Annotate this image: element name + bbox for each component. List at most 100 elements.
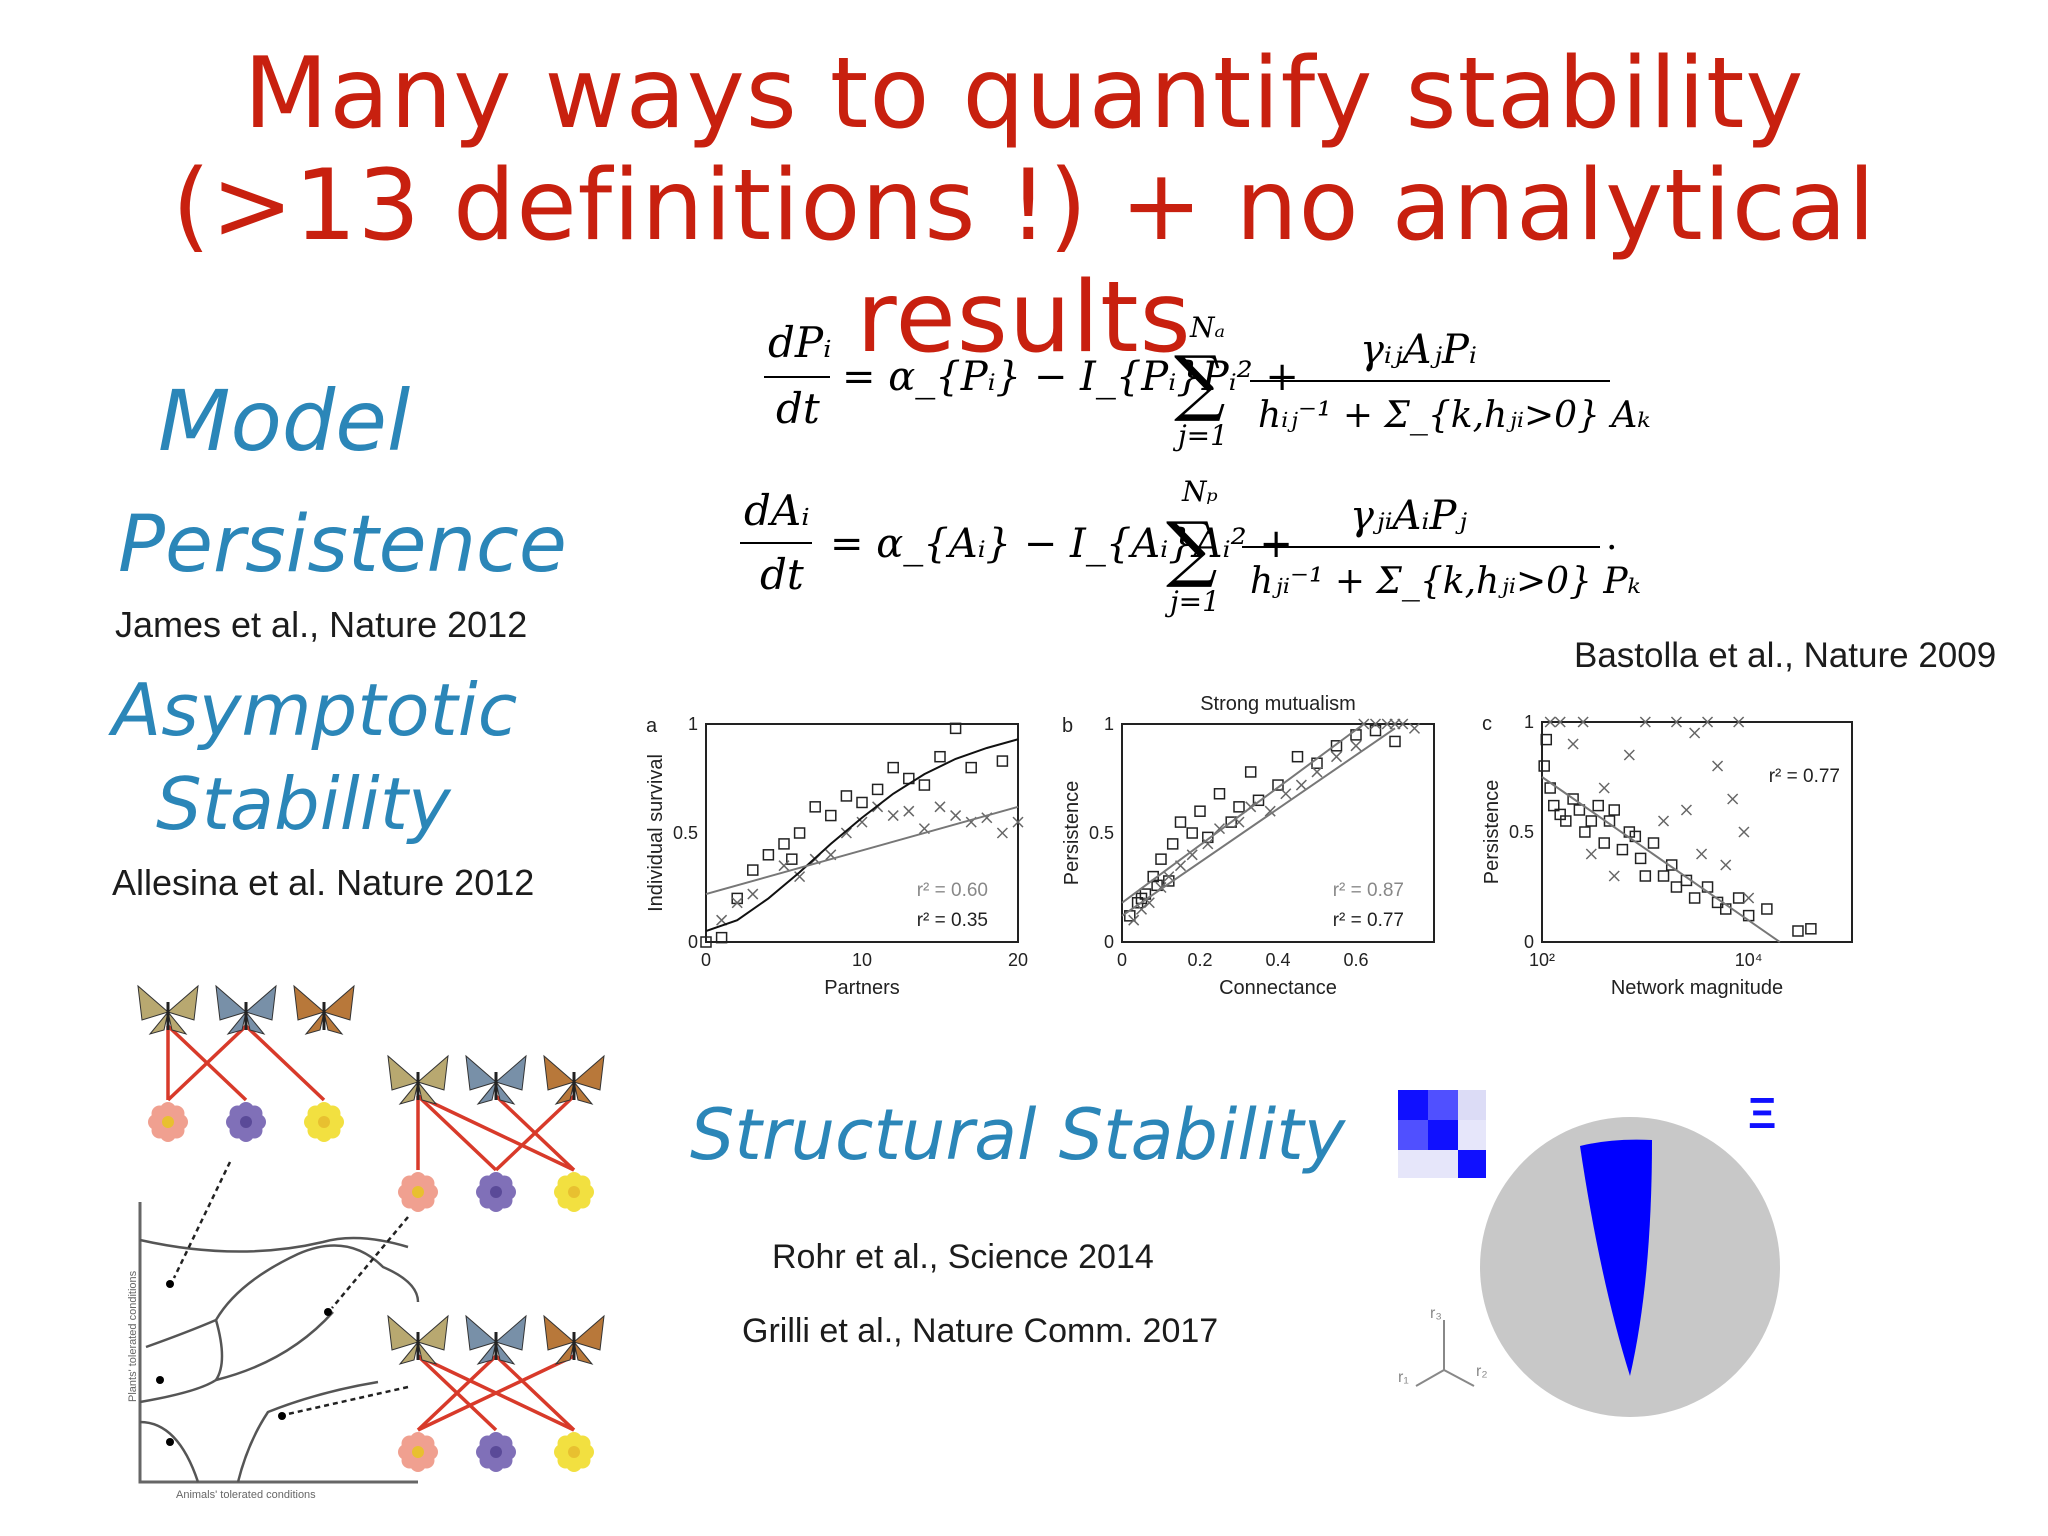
cross-point [1670,716,1682,728]
wing [166,984,199,1021]
cross-point [1135,903,1148,915]
square-point [1792,925,1804,937]
cross-point [1544,716,1556,728]
cross-point [1397,718,1409,730]
chart-title: Strong mutualism [1200,693,1356,715]
wing [543,1054,576,1091]
equation-2: dAᵢ dt = α_{Aᵢ} − I_{Aᵢ}Aᵢ² + Nₚ ∑ j=1 γ… [740,475,1641,618]
petal [168,1105,185,1122]
wing [573,1081,594,1105]
square-point [793,827,806,839]
petal [418,1435,435,1452]
x-tick-label: 0.6 [1343,950,1368,970]
square-point [1540,733,1553,746]
eq1-frac-denominator: hᵢⱼ⁻¹ + Σ_{k,hⱼᵢ>0} Aₖ [1258,395,1650,436]
y-tick-label: 0 [1104,932,1114,952]
wing [465,1314,498,1351]
petal [246,1105,263,1122]
square-point [1573,804,1586,816]
flower-center [412,1186,424,1198]
wing [322,984,355,1021]
cross-point [1727,793,1739,805]
plot-frame [1121,723,1435,943]
cross-point [1598,782,1610,794]
square-point [1639,870,1652,882]
flower-center [568,1186,580,1198]
interaction-edge [166,1024,248,1102]
projection-arrows [172,1161,409,1416]
cross-point [1389,718,1401,730]
y-axis-label: Individual survival [645,754,667,912]
butterfly-icon [387,1054,449,1105]
eq1-frac-numerator: γᵢⱼAⱼPᵢ [1360,327,1477,373]
square-point [1330,740,1343,752]
cross-point [1264,805,1276,817]
square-point [1688,892,1701,904]
panel-letter: c [1482,713,1492,735]
y-tick-label: 1 [1104,714,1114,734]
cross-point [1733,716,1745,728]
butterfly-icon [543,1054,605,1105]
wing [398,1081,419,1105]
flower-icon-yellow [554,1432,594,1472]
asymptotic-citation: Allesina et al. Nature 2012 [112,862,535,903]
cross-point [1608,870,1620,882]
flower-icon-purple [476,1172,516,1212]
cross-point [1186,849,1198,861]
flower-center [240,1116,252,1128]
r-squared-label: r² = 0.77 [1333,910,1404,931]
square-point [1166,838,1179,850]
panel-letter: a [646,715,658,737]
axis-label-r3: r₃ [1430,1305,1442,1322]
cross-point [950,810,962,822]
trend-line [1121,727,1396,917]
cross-point [1330,751,1343,763]
wing [417,1081,438,1105]
flower-icon-pink [148,1102,188,1142]
square-point [1233,801,1245,813]
heading-persistence: Persistence [118,500,567,590]
square-point [1213,788,1226,800]
flower-center [490,1186,502,1198]
wing [554,1081,575,1105]
eq2-frac-denominator: hⱼᵢ⁻¹ + Σ_{k,hⱼᵢ>0} Pₖ [1250,561,1641,602]
cross-point [840,827,852,839]
flower-icon-pink [398,1172,438,1212]
flower-icon-purple [226,1102,266,1142]
interaction-edge [416,1094,498,1172]
cross-point [1163,871,1175,883]
eq1-rhs: = α_{Pᵢ} − I_{Pᵢ}Pᵢ² + [842,354,1299,400]
square-point [1761,903,1773,915]
square-point [1174,816,1187,828]
wing [543,1314,576,1351]
square-point [1567,793,1579,805]
interaction-edge [494,1354,576,1432]
wing [137,984,170,1021]
x-tick-label: 10⁴ [1735,950,1763,970]
butterfly-icon [465,1314,527,1365]
square-point [1151,879,1163,892]
wing [416,1314,449,1351]
square-point [700,936,712,948]
flower-icon-yellow [554,1172,594,1212]
model-equations: dPᵢ dt = α_{Pᵢ} − I_{Pᵢ}Pᵢ² + Nₐ ∑ j=1 γ… [740,315,1650,618]
wing [495,1341,516,1365]
square-point [1805,923,1817,935]
cross-point [1577,716,1589,728]
square-point [1634,852,1647,865]
title-line-1: Many ways to quantify stability [243,37,1805,151]
square-point [778,838,790,850]
flower-icon-pink [398,1432,438,1472]
wing [148,1011,169,1035]
square-point [996,755,1009,767]
x-tick-label: 20 [1008,950,1028,970]
eq2-rhs: = α_{Aᵢ} − I_{Aᵢ}Aᵢ² + [830,521,1293,567]
title-line-2: (>13 definitions !) + no analytical resu… [171,149,1877,375]
cross-point [1689,727,1701,739]
axis-label-r1: r₁ [1398,1369,1409,1386]
square-point [1252,794,1265,807]
wing [494,1314,527,1351]
x-axis-label: Partners [824,977,900,999]
wing [494,1054,527,1091]
square-point [1647,837,1660,849]
